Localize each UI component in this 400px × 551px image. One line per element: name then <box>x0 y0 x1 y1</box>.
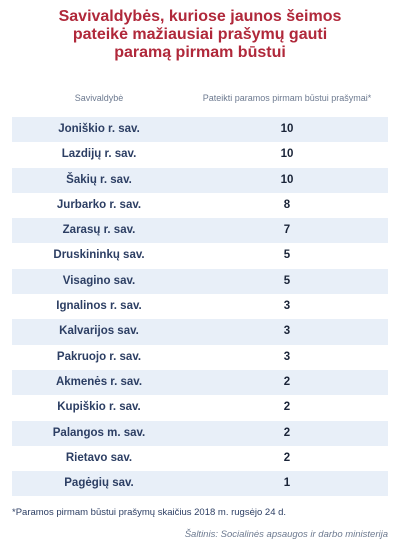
chart-title-line: pateikė mažiausiai prašymų gauti <box>72 26 328 43</box>
table-row: Pagėgių sav. 1 <box>12 471 388 497</box>
data-table: Joniškio r. sav. 10 Lazdijų r. sav. 10 Šakių… <box>12 117 388 497</box>
municipality-cell: Šakių r. sav. <box>66 173 132 186</box>
applications-value-cell: 5 <box>283 249 291 262</box>
applications-value-cell: 3 <box>283 350 291 363</box>
municipality-cell: Joniškio r. sav. <box>58 123 140 135</box>
table-row: Ignalinos r. sav. 3 <box>12 294 388 319</box>
table-row: Rietavo sav. 2 <box>12 446 388 471</box>
table-row: Pakruojo r. sav. 3 <box>12 345 388 370</box>
applications-value-cell: 10 <box>280 173 294 186</box>
source-note: Šaltinis: Socialinės apsaugos ir darbo m… <box>184 529 388 540</box>
table-row: Palangos m. sav. 2 <box>12 420 388 446</box>
applications-value-cell: 5 <box>283 274 291 287</box>
applications-value-cell: 1 <box>283 477 291 490</box>
applications-value-cell: 8 <box>283 198 291 211</box>
column-header-municipality: Savivaldybė <box>74 93 124 103</box>
municipality-cell: Pakruojo r. sav. <box>56 350 142 363</box>
table-row: Visagino sav. 5 <box>12 268 388 295</box>
applications-value-cell: 3 <box>283 300 291 313</box>
applications-value-cell: 2 <box>283 451 291 464</box>
table-header: Savivaldybė Pateikti paramos pirmam būst… <box>12 93 388 109</box>
applications-value-cell: 2 <box>283 375 291 388</box>
municipality-cell: Visagino sav. <box>62 274 136 287</box>
table-row: Šakių r. sav. 10 <box>12 167 388 193</box>
table-row: Jurbarko r. sav. 8 <box>12 193 388 218</box>
municipality-cell: Akmenės r. sav. <box>55 375 143 388</box>
municipality-cell: Lazdijų r. sav. <box>61 148 137 161</box>
municipality-cell: Rietavo sav. <box>65 451 133 464</box>
table-row: Lazdijų r. sav. 10 <box>12 142 388 167</box>
applications-value-cell: 2 <box>283 401 291 414</box>
column-header-applications: Pateikti paramos pirmam būstui prašymai* <box>202 93 372 103</box>
table-row: Joniškio r. sav. 10 <box>12 117 388 143</box>
municipality-cell: Kalvarijos sav. <box>59 325 139 338</box>
applications-value-cell: 10 <box>280 123 294 135</box>
table-row: Kalvarijos sav. 3 <box>12 319 388 345</box>
chart-title: Savivaldybės, kuriose jaunos šeimos pate… <box>20 8 380 62</box>
municipality-cell: Zarasų r. sav. <box>62 224 136 237</box>
applications-value-cell: 7 <box>283 224 291 237</box>
table-row: Akmenės r. sav. 2 <box>12 369 388 396</box>
chart-title-line: paramą pirmam būstui <box>114 44 286 61</box>
municipality-cell: Ignalinos r. sav. <box>56 300 142 313</box>
applications-value-cell: 3 <box>283 325 291 338</box>
table-row: Kupiškio r. sav. 2 <box>12 395 388 420</box>
municipality-cell: Jurbarko r. sav. <box>56 198 142 211</box>
applications-value-cell: 2 <box>283 426 291 439</box>
chart-title-line: Savivaldybės, kuriose jaunos šeimos <box>58 8 342 25</box>
municipality-cell: Druskininkų sav. <box>53 249 145 262</box>
municipality-cell: Kupiškio r. sav. <box>57 401 141 414</box>
applications-value-cell: 10 <box>280 148 294 161</box>
municipality-cell: Palangos m. sav. <box>52 426 146 439</box>
footnote: *Paramos pirmam būstui prašymų skaičius … <box>12 507 287 518</box>
municipality-cell: Pagėgių sav. <box>64 477 134 490</box>
table-row: Zarasų r. sav. 7 <box>12 218 388 244</box>
table-row: Druskininkų sav. 5 <box>12 243 388 268</box>
